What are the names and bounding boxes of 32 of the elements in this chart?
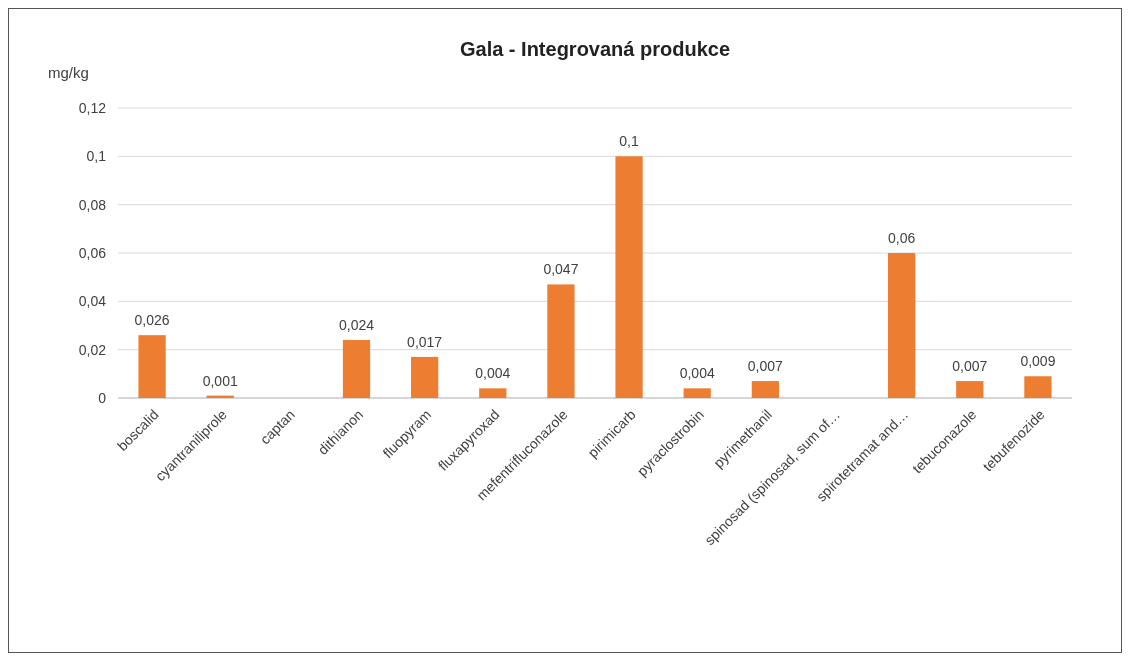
data-label: 0,001 [202,372,238,389]
y-tick-label: 0,08 [78,196,107,213]
data-label: 0,06 [888,230,916,246]
data-label: 0,1 [619,133,640,150]
data-label: 0,009 [1020,353,1056,370]
bar [683,388,711,398]
y-tick-label: 0,1 [86,148,107,165]
data-label: 0,007 [952,358,988,375]
bar [547,284,575,398]
y-tick-label: 0,04 [78,293,107,310]
y-axis-title: mg/kg [48,64,89,81]
bar [479,388,507,398]
chart-title: Gala - Integrovaná produkce [459,38,731,60]
y-tick-label: 0,12 [78,99,107,116]
bar [138,335,166,398]
bar [1024,376,1052,398]
data-label: 0,007 [747,358,784,375]
y-tick-label: 0 [98,389,107,406]
data-label: 0,004 [475,365,511,382]
data-label: 0,024 [338,317,375,333]
data-label: 0,047 [543,261,579,278]
bar [342,340,371,398]
bar [411,356,439,398]
bar [751,381,779,398]
bar [956,381,984,398]
data-label: 0,017 [407,333,443,350]
y-tick-label: 0,06 [78,244,107,261]
data-label: 0,026 [134,312,170,329]
bar [615,156,643,398]
data-label: 0,004 [679,365,715,382]
bar [888,253,916,398]
y-tick-label: 0,02 [78,341,107,358]
